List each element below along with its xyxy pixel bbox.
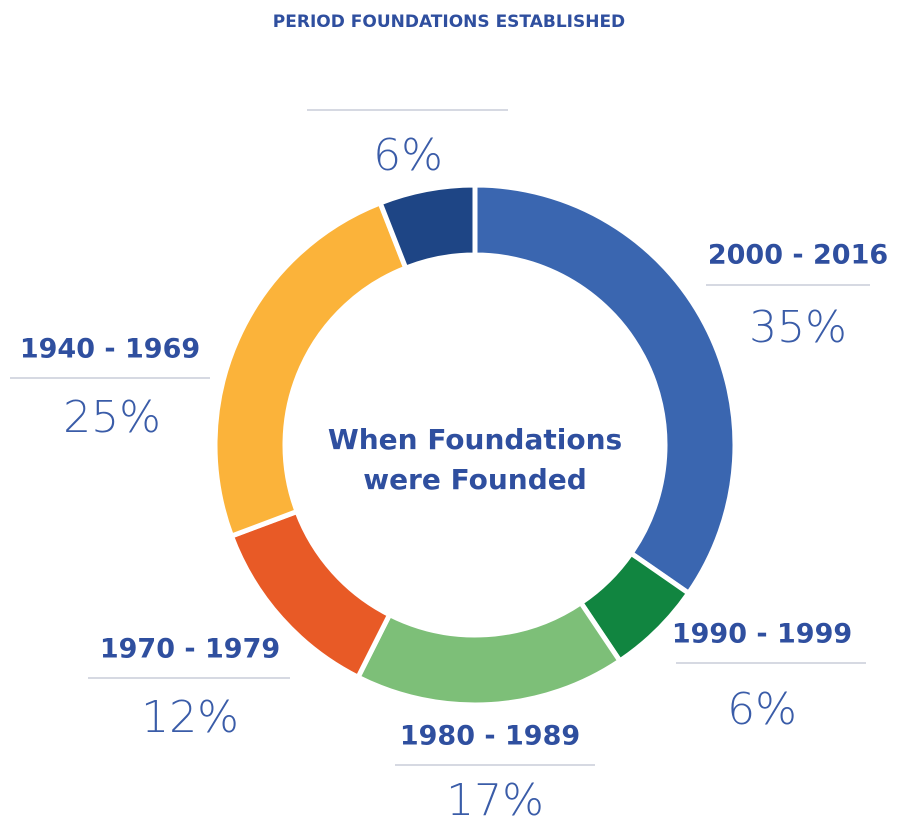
category-label: 2000 - 2016 — [708, 240, 888, 271]
donut-segment — [472, 182, 738, 597]
chart-title: PERIOD FOUNDATIONS ESTABLISHED — [273, 12, 625, 32]
donut-segment — [212, 199, 409, 540]
donut-segment — [354, 599, 624, 708]
value-label: 6% — [373, 130, 443, 181]
value-label: 25% — [63, 392, 161, 443]
value-label: 12% — [141, 692, 239, 743]
category-label: 1980 - 1989 — [400, 721, 580, 752]
category-label: 1940 - 1969 — [20, 334, 200, 365]
donut-segment — [376, 182, 478, 272]
value-label: 17% — [446, 775, 544, 826]
center-label: When Foundations were Founded — [327, 423, 623, 496]
value-label: 6% — [727, 684, 797, 735]
value-label: 35% — [749, 302, 847, 353]
category-label: 1970 - 1979 — [100, 634, 280, 665]
category-label: 1990 - 1999 — [672, 619, 852, 650]
